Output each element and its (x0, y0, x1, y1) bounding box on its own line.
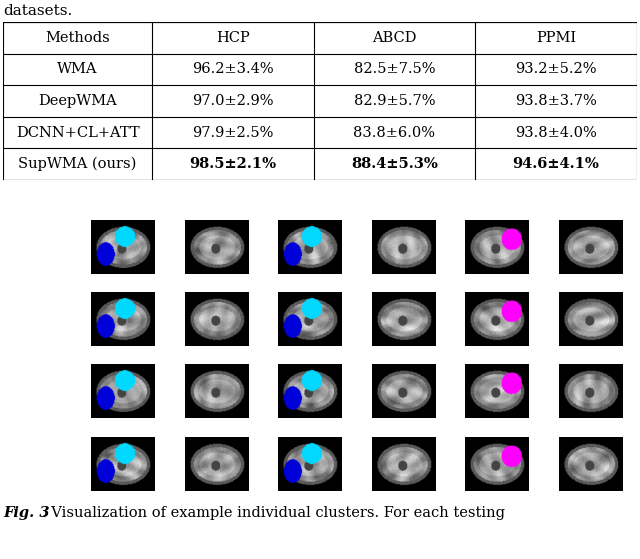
Text: 93.8±4.0%: 93.8±4.0% (515, 126, 597, 140)
Text: 93.2±5.2%: 93.2±5.2% (515, 63, 596, 77)
Text: datasets.: datasets. (3, 3, 72, 17)
Text: 82.5±7.5%: 82.5±7.5% (354, 63, 435, 77)
Text: SupWMA (ours): SupWMA (ours) (19, 157, 137, 172)
Text: Methods: Methods (45, 31, 110, 45)
Text: WMA
(73.40%): WMA (73.40%) (6, 239, 42, 257)
Text: 96.2±3.4%: 96.2±3.4% (192, 63, 274, 77)
Text: PPMI: PPMI (526, 191, 561, 204)
Text: 93.8±3.7%: 93.8±3.7% (515, 94, 597, 108)
Text: . Visualization of example individual clusters. For each testing: . Visualization of example individual cl… (42, 506, 506, 520)
Text: WMA: WMA (58, 63, 98, 77)
Text: DeepWMA
(77.78%): DeepWMA (77.78%) (6, 311, 47, 329)
Text: ABCD: ABCD (337, 191, 376, 204)
Text: 94.6±4.1%: 94.6±4.1% (513, 157, 600, 171)
Text: ABCD: ABCD (372, 31, 417, 45)
Text: DeepWMA: DeepWMA (38, 94, 117, 108)
Text: PPMI: PPMI (536, 31, 576, 45)
Text: 97.0±2.9%: 97.0±2.9% (192, 94, 274, 108)
Text: 98.5±2.1%: 98.5±2.1% (189, 157, 276, 171)
Text: SupWMA
(83.33%): SupWMA (83.33%) (6, 455, 42, 473)
Text: 97.9±2.5%: 97.9±2.5% (192, 126, 273, 140)
Text: 83.8±6.0%: 83.8±6.0% (353, 126, 435, 140)
Text: HCP: HCP (155, 191, 184, 204)
Text: 82.9±5.7%: 82.9±5.7% (354, 94, 435, 108)
Text: HCP: HCP (216, 31, 250, 45)
Text: DCNN+CL+ATT: DCNN+CL+ATT (16, 126, 140, 140)
Text: 88.4±5.3%: 88.4±5.3% (351, 157, 438, 171)
Text: DCNN+CL+ATT
(79.38%): DCNN+CL+ATT (79.38%) (6, 383, 71, 401)
Text: Fig. 3: Fig. 3 (3, 506, 50, 520)
